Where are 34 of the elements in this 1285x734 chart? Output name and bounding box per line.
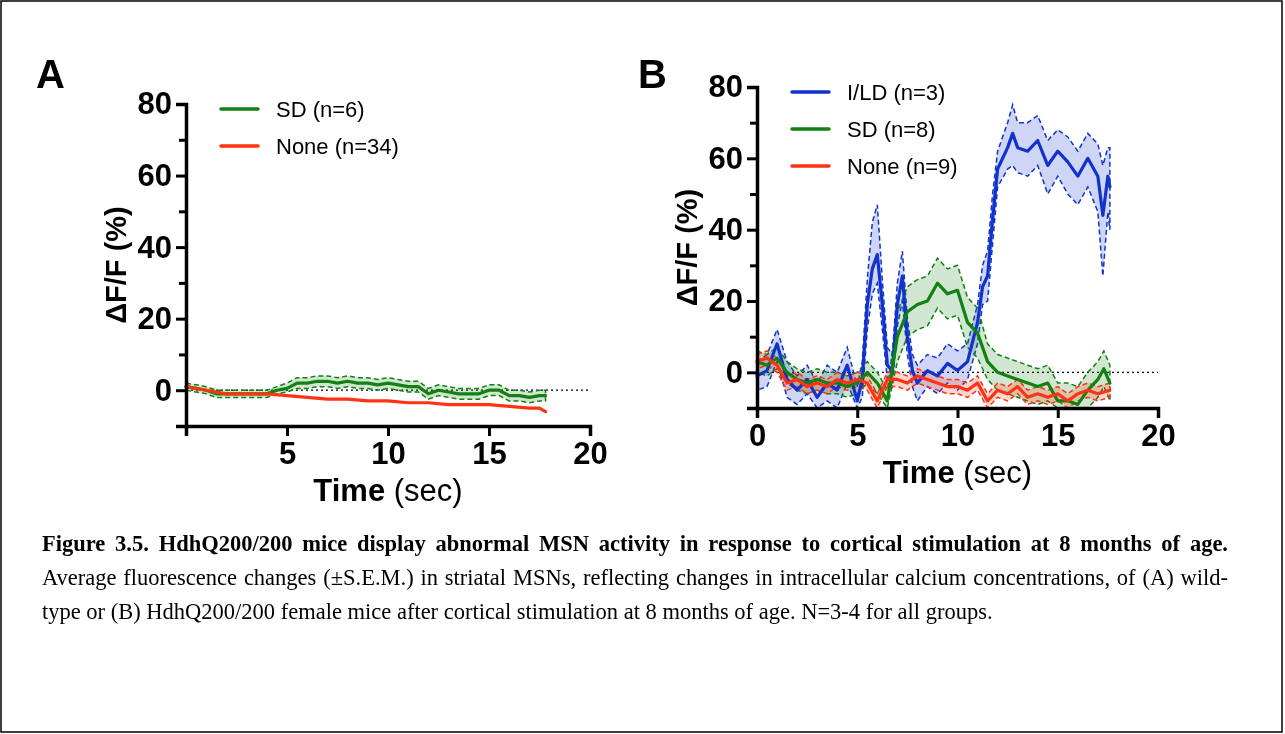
x-axis-title: Time (sec) <box>313 473 463 508</box>
y-tick-label: 40 <box>137 229 172 265</box>
x-tick-label: 15 <box>472 436 507 472</box>
legend-label: SD (n=8) <box>847 117 936 142</box>
legend-label: None (n=34) <box>276 134 399 159</box>
line-series <box>755 356 1112 403</box>
chart-title: A <box>36 52 65 96</box>
x-tick-label: 20 <box>573 436 608 472</box>
legend-label: None (n=9) <box>847 154 958 179</box>
text: Average fluorescence changes (±S.E.M.) in striatal MSNs, reflecting changes in intracellular calcium concentrations, of (A) wild-type or (B) HdhQ200/200 female mice after cortical stimulation at 8 months of age. N=3-4 for all groups. <box>42 565 1228 624</box>
y-tick-label: 60 <box>137 157 172 193</box>
line-series <box>184 385 548 414</box>
x-tick-label: 5 <box>278 436 297 472</box>
y-tick-label: 0 <box>154 372 172 408</box>
legend-label: SD (n=6) <box>276 97 365 122</box>
x-tick-label: 0 <box>748 418 767 454</box>
x-tick-label: 10 <box>371 436 406 472</box>
y-tick-label: 40 <box>708 212 743 248</box>
y-axis-title: ΔF/F (%) <box>100 206 132 324</box>
caption: Figure 3.5. HdhQ200/200 mice display abnormal MSN activity in response to cortical stimulation at 8 months of age. <box>42 531 1228 556</box>
y-tick-label: 80 <box>708 69 743 105</box>
legend-label: I/LD (n=3) <box>847 80 946 105</box>
x-tick-label: 15 <box>1041 418 1076 454</box>
x-axis-title: Time (sec) <box>882 455 1033 490</box>
y-tick-label: 0 <box>725 354 743 390</box>
y-tick-label: 80 <box>137 86 172 122</box>
x-tick-label: 10 <box>940 418 976 454</box>
y-tick-label: 60 <box>708 140 743 176</box>
x-tick-label: 5 <box>849 418 867 454</box>
y-tick-label: 20 <box>708 283 743 319</box>
chart-title: B <box>638 52 667 96</box>
y-tick-label: 20 <box>137 301 172 337</box>
x-tick-label: 20 <box>1141 418 1176 454</box>
y-axis-title: ΔF/F (%) <box>671 188 703 307</box>
